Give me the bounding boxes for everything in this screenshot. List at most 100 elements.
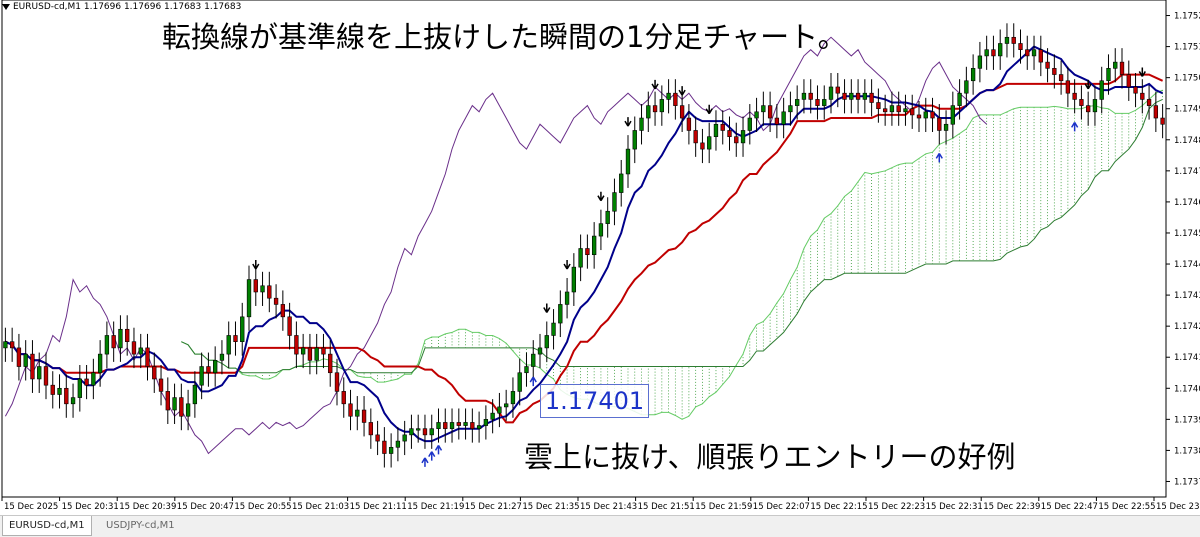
candle-bull xyxy=(246,279,252,318)
price-callout: 1.17401 xyxy=(540,384,649,418)
candle-bear xyxy=(1011,36,1016,44)
candle-bull xyxy=(591,235,597,256)
caret-down-icon xyxy=(2,3,10,10)
candle-bull xyxy=(1092,99,1098,113)
candle-bear xyxy=(131,341,137,355)
candle-bear xyxy=(9,341,15,349)
candle-bull xyxy=(964,80,969,94)
candle-bull xyxy=(754,111,759,119)
candle-bull xyxy=(666,92,671,100)
candle-bull xyxy=(490,412,495,420)
candle-bear xyxy=(1146,99,1152,106)
candle-bull xyxy=(409,428,414,436)
candle-bull xyxy=(761,105,766,113)
candle-bull xyxy=(504,403,509,408)
candle-bear xyxy=(382,440,387,454)
candle-bear xyxy=(328,353,333,374)
candle-bull xyxy=(747,117,752,131)
candle-bull xyxy=(37,366,42,380)
candle-bull xyxy=(632,130,637,150)
candle-bear xyxy=(1086,105,1091,113)
x-tick-label: 15 Dec 22:23 xyxy=(868,502,925,512)
x-tick-label: 15 Dec 23:03 xyxy=(1156,502,1200,512)
candle-bear xyxy=(294,335,299,355)
candle-bear xyxy=(1153,105,1159,119)
candle-bull xyxy=(23,353,28,367)
candle-bear xyxy=(348,403,353,417)
candle-bear xyxy=(1025,49,1030,57)
candle-bull xyxy=(449,422,455,429)
candle-bear xyxy=(896,105,901,113)
x-tick-label: 15 Dec 21:27 xyxy=(465,502,522,512)
candle-bear xyxy=(991,49,996,57)
candle-bull xyxy=(795,99,800,106)
price-chart[interactable]: 1.17525 1.17515 1.17505 1.17495 1.17485 1.174… xyxy=(0,0,1200,515)
candle-bull xyxy=(1113,61,1118,69)
x-tick-label: 15 Dec 22:55 xyxy=(1098,502,1155,512)
candle-bear xyxy=(1160,117,1165,125)
candle-bear xyxy=(774,117,780,125)
y-tick-label: 1.17525 xyxy=(1174,12,1200,22)
candle-bull xyxy=(578,248,583,268)
candle-bull xyxy=(788,105,793,113)
candle-bear xyxy=(233,335,238,342)
candle-bull xyxy=(57,387,62,395)
candle-bull xyxy=(707,136,712,150)
candle-bear xyxy=(767,105,773,119)
candle-bear xyxy=(456,422,461,426)
candle-bear xyxy=(443,422,448,429)
candle-bull xyxy=(781,111,786,125)
candle-bull xyxy=(849,92,854,100)
candle-bear xyxy=(375,434,380,442)
kijun-sen xyxy=(4,73,1164,424)
candle-bear xyxy=(30,353,35,380)
x-tick-label: 15 Dec 21:51 xyxy=(638,502,695,512)
candle-bull xyxy=(416,428,421,431)
y-tick-label: 1.17405 xyxy=(1174,384,1200,394)
candle-bull xyxy=(240,316,245,342)
candle-bear xyxy=(64,387,69,405)
candles xyxy=(3,23,1165,468)
candle-bear xyxy=(111,335,116,349)
arrow-down-icon xyxy=(678,86,686,96)
candle-bull xyxy=(483,419,489,426)
candle-bull xyxy=(923,111,928,119)
candle-bear xyxy=(287,316,292,336)
candle-bull xyxy=(219,353,225,361)
tab-usdjpy[interactable]: USDJPY-cd,M1 xyxy=(106,520,175,531)
y-tick-label: 1.17485 xyxy=(1174,136,1200,146)
y-tick-label: 1.17515 xyxy=(1174,43,1200,53)
candle-bull xyxy=(822,99,827,106)
annotation-title: 転換線が基準線を上抜けした瞬間の1分足チャート。 xyxy=(162,20,847,54)
candle-bull xyxy=(476,425,482,429)
candle-bull xyxy=(639,117,644,131)
candle-bull xyxy=(612,192,617,212)
chart-frame xyxy=(1,0,1167,498)
candle-bull xyxy=(510,391,516,405)
candle-bear xyxy=(145,347,150,367)
candle-bear xyxy=(267,285,272,299)
arrow-down-icon xyxy=(1138,67,1146,77)
candle-bear xyxy=(700,142,705,150)
candle-bear xyxy=(253,279,258,293)
y-tick-label: 1.17455 xyxy=(1174,229,1200,239)
arrow-down-icon xyxy=(705,104,713,115)
candle-bull xyxy=(70,397,76,405)
arrow-up-icon xyxy=(935,153,943,163)
senkou-span-b xyxy=(181,98,1163,374)
candle-bull xyxy=(544,335,549,349)
candle-bull xyxy=(950,105,955,125)
candle-bull xyxy=(531,353,536,367)
arrow-down-icon xyxy=(252,260,260,270)
candle-bull xyxy=(619,173,624,193)
tab-eurusd[interactable]: EURUSD-cd,M1 xyxy=(2,516,92,536)
candle-bear xyxy=(916,114,922,119)
candle-bull xyxy=(889,105,895,113)
candle-bear xyxy=(910,108,915,116)
x-tick-label: 15 Dec 21:11 xyxy=(350,502,407,512)
candle-bull xyxy=(828,86,834,100)
symbol-info: EURUSD-cd,M1 1.17696 1.17696 1.17683 1.1… xyxy=(2,2,241,12)
x-tick-label: 15 Dec 21:59 xyxy=(695,502,752,512)
x-tick-label: 15 Dec 20:47 xyxy=(177,502,234,512)
candle-bull xyxy=(659,99,664,113)
